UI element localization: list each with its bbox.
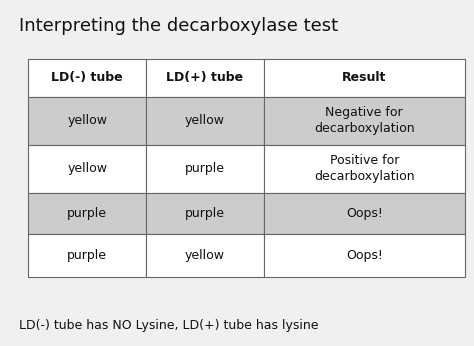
Text: Oops!: Oops!	[346, 249, 383, 262]
Bar	[28, 234, 146, 277]
Text: Positive for
decarboxylation: Positive for decarboxylation	[314, 154, 415, 183]
Text: yellow: yellow	[185, 115, 225, 127]
Text: Negative for
decarboxylation: Negative for decarboxylation	[314, 107, 415, 135]
Text: purple: purple	[185, 207, 225, 220]
Bar	[264, 145, 465, 193]
Bar	[146, 97, 264, 145]
Text: yellow: yellow	[67, 115, 107, 127]
Text: purple: purple	[67, 249, 107, 262]
Bar	[28, 145, 146, 193]
Bar	[28, 193, 146, 234]
Bar	[264, 234, 465, 277]
Text: Result: Result	[342, 71, 386, 84]
Text: LD(-) tube has NO Lysine, LD(+) tube has lysine: LD(-) tube has NO Lysine, LD(+) tube has…	[19, 319, 319, 332]
Bar	[28, 97, 146, 145]
Bar	[146, 234, 264, 277]
Text: Oops!: Oops!	[346, 207, 383, 220]
Text: yellow: yellow	[185, 249, 225, 262]
Text: Interpreting the decarboxylase test: Interpreting the decarboxylase test	[19, 17, 338, 35]
Text: purple: purple	[185, 162, 225, 175]
Bar	[264, 193, 465, 234]
Bar	[146, 59, 264, 97]
Text: LD(-) tube: LD(-) tube	[52, 71, 123, 84]
Bar	[264, 59, 465, 97]
Text: LD(+) tube: LD(+) tube	[166, 71, 244, 84]
Bar	[146, 193, 264, 234]
Bar	[28, 59, 146, 97]
Bar	[264, 97, 465, 145]
Text: purple: purple	[67, 207, 107, 220]
Text: yellow: yellow	[67, 162, 107, 175]
Bar	[146, 145, 264, 193]
